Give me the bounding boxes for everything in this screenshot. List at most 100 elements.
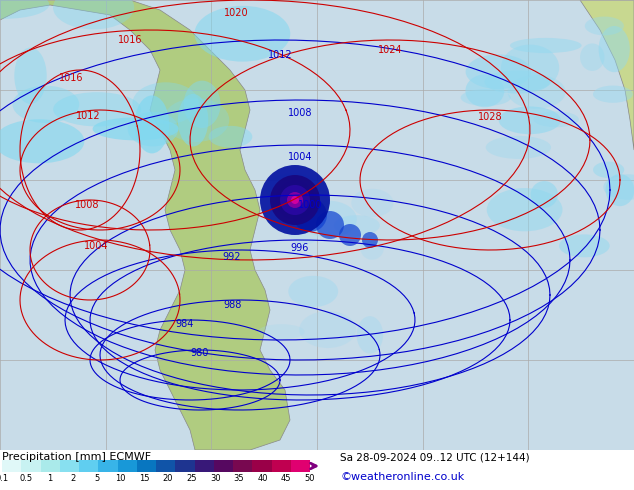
- Ellipse shape: [499, 106, 561, 134]
- Circle shape: [362, 232, 378, 248]
- Ellipse shape: [351, 189, 394, 217]
- Bar: [41, 460, 60, 472]
- Polygon shape: [580, 0, 634, 150]
- Ellipse shape: [287, 206, 322, 245]
- Text: 25: 25: [186, 474, 197, 483]
- Circle shape: [275, 180, 315, 220]
- Text: 15: 15: [139, 474, 150, 483]
- Text: 1004: 1004: [288, 151, 313, 162]
- Ellipse shape: [288, 276, 338, 307]
- Text: 992: 992: [222, 252, 240, 262]
- Ellipse shape: [465, 54, 531, 89]
- Text: 5: 5: [94, 474, 100, 483]
- Ellipse shape: [53, 0, 134, 29]
- Text: 1008: 1008: [75, 200, 100, 210]
- Circle shape: [316, 211, 344, 239]
- Text: 1: 1: [47, 474, 52, 483]
- Bar: [175, 460, 195, 472]
- Ellipse shape: [360, 236, 384, 260]
- Bar: [271, 460, 291, 472]
- Ellipse shape: [605, 174, 634, 206]
- Text: 20: 20: [162, 474, 173, 483]
- Text: 988: 988: [224, 300, 242, 311]
- Circle shape: [291, 196, 299, 204]
- Ellipse shape: [299, 311, 356, 348]
- Circle shape: [280, 185, 310, 215]
- Ellipse shape: [460, 89, 511, 106]
- Ellipse shape: [531, 181, 558, 208]
- Circle shape: [287, 192, 303, 208]
- Text: 984: 984: [176, 319, 194, 329]
- Text: 1000: 1000: [298, 200, 322, 210]
- Text: 1020: 1020: [224, 8, 249, 18]
- Circle shape: [270, 175, 320, 225]
- Bar: [214, 460, 233, 472]
- Polygon shape: [0, 0, 290, 450]
- Ellipse shape: [580, 44, 604, 71]
- Text: 1012: 1012: [268, 50, 292, 60]
- Ellipse shape: [598, 26, 630, 72]
- Text: 996: 996: [291, 243, 309, 253]
- Ellipse shape: [209, 126, 252, 147]
- Ellipse shape: [13, 86, 79, 123]
- Text: 1016: 1016: [118, 35, 143, 45]
- Text: 1004: 1004: [84, 241, 108, 251]
- Bar: [195, 460, 214, 472]
- Ellipse shape: [0, 0, 49, 19]
- Bar: [137, 460, 156, 472]
- Ellipse shape: [133, 82, 199, 124]
- Ellipse shape: [533, 111, 579, 127]
- Bar: [156, 460, 175, 472]
- Bar: [60, 460, 79, 472]
- Text: 2: 2: [70, 474, 75, 483]
- Ellipse shape: [585, 17, 624, 35]
- Ellipse shape: [486, 136, 551, 159]
- Ellipse shape: [53, 92, 141, 126]
- Text: 980: 980: [191, 348, 209, 358]
- Text: 30: 30: [210, 474, 221, 483]
- Ellipse shape: [301, 201, 357, 238]
- Text: 40: 40: [257, 474, 268, 483]
- Ellipse shape: [559, 234, 610, 257]
- Ellipse shape: [134, 96, 169, 153]
- Bar: [233, 460, 252, 472]
- Text: 1024: 1024: [378, 45, 403, 55]
- Text: ©weatheronline.co.uk: ©weatheronline.co.uk: [340, 472, 464, 482]
- Ellipse shape: [593, 86, 633, 103]
- Ellipse shape: [258, 324, 304, 339]
- Bar: [291, 460, 310, 472]
- Ellipse shape: [604, 174, 634, 200]
- Bar: [252, 460, 271, 472]
- Circle shape: [293, 198, 327, 232]
- Ellipse shape: [195, 6, 290, 62]
- Ellipse shape: [510, 38, 581, 53]
- Ellipse shape: [164, 98, 230, 142]
- Ellipse shape: [184, 81, 221, 128]
- Bar: [98, 460, 117, 472]
- Text: Sa 28-09-2024 09..12 UTC (12+144): Sa 28-09-2024 09..12 UTC (12+144): [340, 452, 529, 462]
- Ellipse shape: [508, 75, 566, 109]
- Ellipse shape: [487, 188, 562, 231]
- Circle shape: [260, 165, 330, 235]
- Ellipse shape: [0, 119, 84, 163]
- Circle shape: [339, 224, 361, 246]
- Ellipse shape: [15, 48, 47, 104]
- Text: 10: 10: [115, 474, 126, 483]
- Ellipse shape: [127, 112, 178, 147]
- Text: 0.1: 0.1: [0, 474, 9, 483]
- Text: 1008: 1008: [288, 108, 313, 118]
- Ellipse shape: [93, 118, 179, 140]
- Text: 50: 50: [305, 474, 315, 483]
- Bar: [79, 460, 98, 472]
- Text: 45: 45: [281, 474, 292, 483]
- Text: 0.5: 0.5: [19, 474, 32, 483]
- Bar: [22, 460, 41, 472]
- Ellipse shape: [265, 173, 321, 204]
- Text: 1028: 1028: [477, 112, 502, 122]
- Ellipse shape: [465, 74, 504, 107]
- Text: 1012: 1012: [76, 111, 101, 121]
- Bar: [117, 460, 137, 472]
- Ellipse shape: [178, 94, 208, 147]
- Text: 1016: 1016: [59, 73, 84, 83]
- Text: Precipitation [mm] ECMWF: Precipitation [mm] ECMWF: [2, 452, 151, 462]
